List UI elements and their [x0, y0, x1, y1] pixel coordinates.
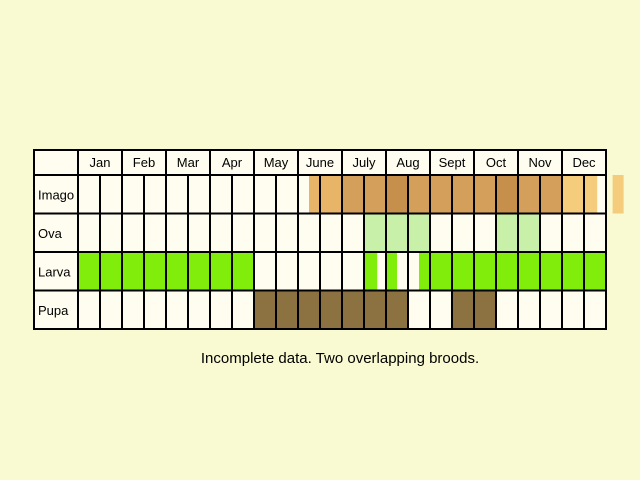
fill-imago-7 — [562, 175, 598, 214]
stage-label-larva: Larva — [38, 264, 71, 279]
month-label-aug: Aug — [396, 155, 419, 170]
caption: Incomplete data. Two overlapping broods. — [200, 350, 480, 367]
month-label-sept: Sept — [439, 155, 466, 170]
month-label-dec: Dec — [572, 155, 596, 170]
month-label-apr: Apr — [222, 155, 243, 170]
month-label-feb: Feb — [133, 155, 155, 170]
month-label-nov: Nov — [528, 155, 552, 170]
month-label-mar: Mar — [177, 155, 200, 170]
month-label-may: May — [264, 155, 289, 170]
month-label-july: July — [352, 155, 376, 170]
stage-label-pupa: Pupa — [38, 303, 69, 318]
fill-pupa-0 — [254, 290, 408, 329]
fill-imago-3 — [386, 175, 408, 214]
fill-imago-5 — [496, 175, 518, 214]
fill-ova-1 — [408, 213, 430, 252]
stage-label-ova: Ova — [38, 226, 63, 241]
fill-imago-0 — [309, 175, 320, 214]
month-label-oct: Oct — [486, 155, 507, 170]
fill-imago-1 — [320, 175, 342, 214]
fill-imago-8 — [612, 175, 624, 214]
month-label-june: June — [306, 155, 334, 170]
fill-larva-1 — [364, 252, 378, 291]
stage-label-imago: Imago — [38, 187, 74, 202]
fill-larva-3 — [419, 252, 606, 291]
month-label-jan: Jan — [90, 155, 111, 170]
fill-larva-2 — [386, 252, 397, 291]
